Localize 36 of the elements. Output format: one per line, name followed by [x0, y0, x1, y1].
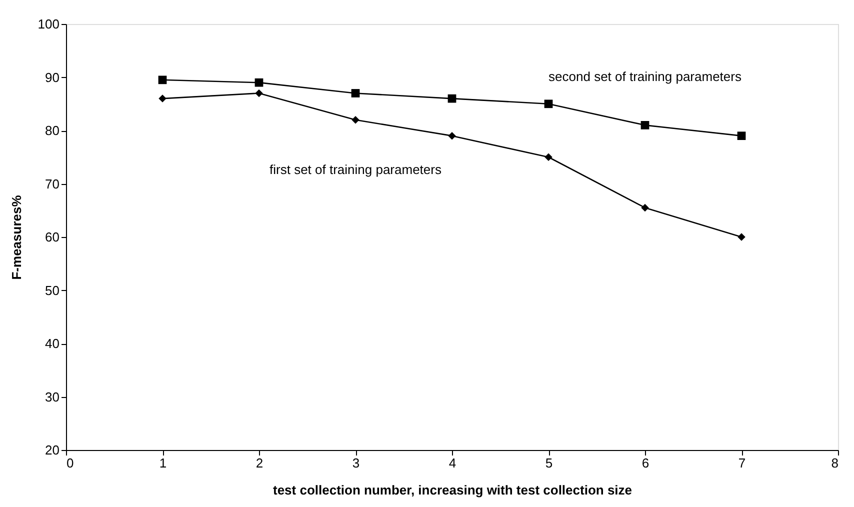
x-tick-label: 0	[66, 456, 74, 470]
x-tick-label: 7	[738, 456, 746, 470]
x-tick-label: 6	[642, 456, 650, 470]
y-tick-label: 60	[45, 230, 60, 244]
y-tick-label: 70	[45, 176, 60, 192]
point	[351, 89, 360, 98]
y-tick-label: 100	[38, 16, 60, 32]
y-axis-title: F-measures%	[8, 194, 24, 280]
x-tick-label: 4	[448, 456, 456, 470]
series-label: second set of training parameters	[548, 69, 742, 84]
y-tick-label: 90	[45, 70, 60, 85]
y-tick-label: 20	[45, 442, 60, 458]
point	[158, 94, 166, 102]
x-axis-title: test collection number, increasing with test collection size	[272, 482, 632, 498]
series-label: first set of training parameters	[270, 162, 442, 177]
point	[255, 89, 263, 98]
y-tick-label: 40	[45, 336, 60, 351]
x-tick-label: 8	[831, 456, 838, 470]
x-tick-label: 5	[545, 456, 553, 470]
x-tick-label: 2	[256, 456, 264, 470]
point	[448, 94, 456, 103]
point	[544, 100, 553, 108]
x-tick-label: 3	[352, 456, 360, 470]
point	[352, 116, 360, 124]
x-tick-label: 1	[159, 456, 167, 470]
point	[544, 153, 552, 161]
point	[640, 120, 650, 130]
y-tick-label: 50	[45, 282, 60, 298]
point	[448, 132, 456, 140]
point	[158, 76, 167, 84]
y-tick-label: 30	[45, 389, 60, 404]
point	[641, 204, 649, 212]
y-tick-label: 80	[45, 123, 60, 138]
point	[737, 132, 746, 140]
point	[738, 233, 746, 241]
point	[254, 78, 264, 87]
